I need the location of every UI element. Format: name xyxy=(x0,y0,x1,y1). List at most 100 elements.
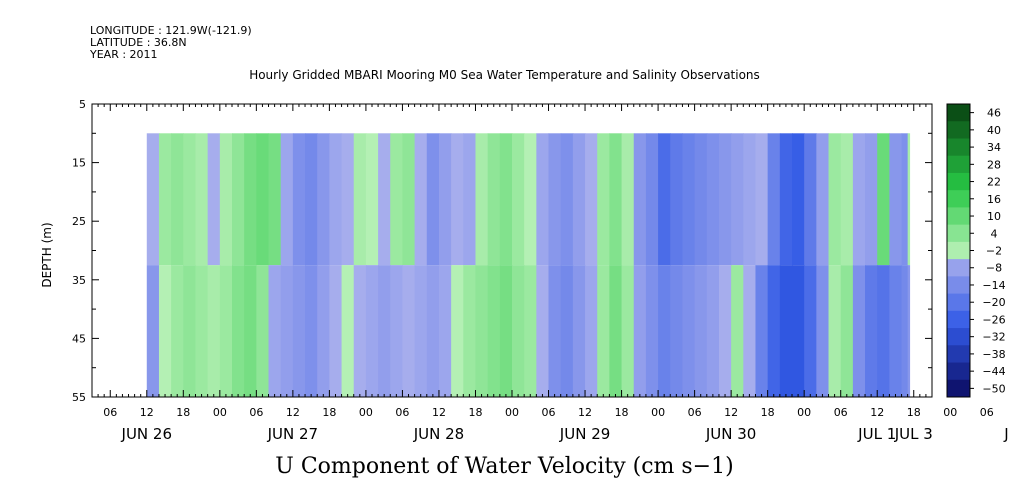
x-day-label: JUN 28 xyxy=(413,425,464,443)
colorbar-band xyxy=(947,104,970,122)
x-hour-tick-label: 12 xyxy=(432,406,446,419)
colorbar-label: 16 xyxy=(987,193,1001,206)
y-tick-label: 15 xyxy=(72,157,86,170)
heatmap-cell-lower xyxy=(329,265,343,397)
heatmap-cell-upper xyxy=(743,133,757,266)
heatmap-cell-upper xyxy=(901,133,909,266)
heatmap-cell-lower xyxy=(353,265,367,397)
heatmap-cell-lower xyxy=(560,265,574,397)
heatmap-cell-lower xyxy=(816,265,830,397)
heatmap-cell-upper xyxy=(353,133,367,266)
heatmap-cell-lower xyxy=(207,265,221,397)
colorbar-band xyxy=(947,224,970,243)
x-tick-labels: 06 12 18 00 06 12 18 00 06 12 18 00 06 12 18 00 06 12 18 00… xyxy=(103,406,1009,443)
x-hour-tick-label: 18 xyxy=(615,406,629,419)
colorbar-band xyxy=(947,276,970,294)
heatmap-cell-lower xyxy=(305,265,318,397)
heatmap-cell-upper xyxy=(317,133,330,266)
heatmap-cell-lower xyxy=(487,265,501,397)
heatmap-cell-upper xyxy=(682,133,696,266)
heatmap-cell-lower xyxy=(755,265,769,397)
heatmap-cell-upper xyxy=(512,133,525,266)
x-day-label: JUN 27 xyxy=(267,425,318,443)
colorbar-band xyxy=(947,190,970,208)
heatmap-cell-upper xyxy=(268,133,282,266)
heatmap-cell-upper xyxy=(731,133,744,266)
heatmap-cell-upper xyxy=(280,133,294,266)
heatmap-cell-lower xyxy=(378,265,391,397)
heatmap-cell-upper xyxy=(877,133,890,266)
colorbar-label: 34 xyxy=(987,141,1001,154)
heatmap-cell-lower xyxy=(670,265,684,397)
heatmap-cell-upper xyxy=(718,133,732,266)
heatmap-cell-upper xyxy=(524,133,537,266)
heatmap-cell-lower xyxy=(572,265,586,397)
heatmap-cell-upper xyxy=(852,133,866,266)
x-hour-tick-label: 06 xyxy=(249,406,263,419)
heatmap-cell-lower xyxy=(475,265,489,397)
x-hour-tick-label: 18 xyxy=(907,406,921,419)
heatmap-cell-upper xyxy=(365,133,379,266)
colorbar-band xyxy=(947,241,970,260)
colorbar-band xyxy=(947,293,970,312)
heatmap-cell-lower xyxy=(609,265,623,397)
x-day-label: JUL 3 xyxy=(894,425,933,443)
heatmap-cell-upper xyxy=(865,133,878,266)
heatmap-cell-lower xyxy=(171,265,184,397)
heatmap-cell-lower xyxy=(219,265,233,397)
heatmap-cell-lower xyxy=(585,265,598,397)
x-hour-tick-label: 06 xyxy=(395,406,409,419)
heatmap-cell-upper xyxy=(402,133,416,266)
heatmap-cell-upper xyxy=(572,133,586,266)
heatmap-cell-lower xyxy=(840,265,854,397)
x-hour-tick-label: 06 xyxy=(542,406,556,419)
heatmap-cell-upper xyxy=(645,133,659,266)
heatmap-cell-lower xyxy=(463,265,477,397)
heatmap-cell-upper xyxy=(499,133,513,266)
heatmap-cell-lower xyxy=(645,265,659,397)
x-hour-tick-label: 12 xyxy=(286,406,300,419)
heatmap-cell-upper xyxy=(451,133,464,266)
heatmap-cell-lower xyxy=(414,265,428,397)
heatmap-cells xyxy=(146,133,911,397)
heatmap-cell-upper xyxy=(706,133,720,266)
heatmap-cell-upper xyxy=(755,133,769,266)
x-hour-tick-label: 18 xyxy=(322,406,336,419)
colorbar-frame xyxy=(946,103,971,398)
colorbar-label: −50 xyxy=(982,382,1005,395)
colorbar-label: 46 xyxy=(987,107,1001,120)
heatmap-cell-lower xyxy=(731,265,744,397)
heatmap-cell-lower xyxy=(183,265,197,397)
heatmap-cell-lower xyxy=(438,265,452,397)
heatmap-cell-upper xyxy=(256,133,270,266)
colorbar-label: 22 xyxy=(987,176,1001,189)
heatmap-cell-upper xyxy=(840,133,854,266)
heatmap-cell-lower xyxy=(244,265,257,397)
heatmap-cell-lower xyxy=(597,265,610,397)
x-day-label: JUN 30 xyxy=(705,425,756,443)
heatmap-cell-upper xyxy=(670,133,684,266)
heatmap-cell-upper xyxy=(585,133,598,266)
heatmap-cell-lower xyxy=(195,265,209,397)
heatmap-cell-lower xyxy=(779,265,793,397)
heatmap-cell-upper xyxy=(171,133,184,266)
x-axis-label: U Component of Water Velocity (cm s−1) xyxy=(275,454,734,479)
y-tick-label: 55 xyxy=(72,391,86,404)
heatmap-cell-lower xyxy=(743,265,757,397)
heatmap-cell-upper xyxy=(414,133,428,266)
colorbar-band xyxy=(947,345,970,363)
heatmap-cell-lower xyxy=(792,265,805,397)
heatmap-cell-upper xyxy=(341,133,355,266)
heatmap-cell-lower xyxy=(865,265,878,397)
heatmap-cell-lower xyxy=(512,265,525,397)
chart-title: Hourly Gridded MBARI Mooring M0 Sea Wate… xyxy=(249,68,760,82)
heatmap-cell-upper xyxy=(609,133,623,266)
plot-axes xyxy=(91,103,933,398)
heatmap-cell-upper xyxy=(536,133,550,266)
heatmap-cell-upper xyxy=(158,133,172,266)
heatmap-cell-lower xyxy=(901,265,909,397)
colorbar-label: −14 xyxy=(982,279,1005,292)
heatmap-cell-lower xyxy=(658,265,671,397)
heatmap-cell-lower xyxy=(317,265,330,397)
heatmap-cell-lower xyxy=(877,265,890,397)
